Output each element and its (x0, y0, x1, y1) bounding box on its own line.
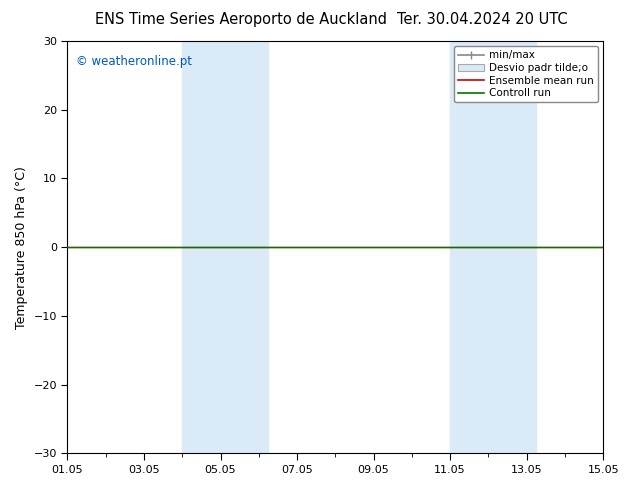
Bar (182, 41, 268, 453)
Text: ENS Time Series Aeroporto de Auckland: ENS Time Series Aeroporto de Auckland (95, 12, 387, 27)
Text: Ter. 30.04.2024 20 UTC: Ter. 30.04.2024 20 UTC (396, 12, 567, 27)
Bar (450, 41, 536, 453)
Text: © weatheronline.pt: © weatheronline.pt (75, 55, 191, 69)
Legend: min/max, Desvio padr tilde;o, Ensemble mean run, Controll run: min/max, Desvio padr tilde;o, Ensemble m… (454, 46, 598, 102)
Y-axis label: Temperature 850 hPa (°C): Temperature 850 hPa (°C) (15, 166, 28, 329)
